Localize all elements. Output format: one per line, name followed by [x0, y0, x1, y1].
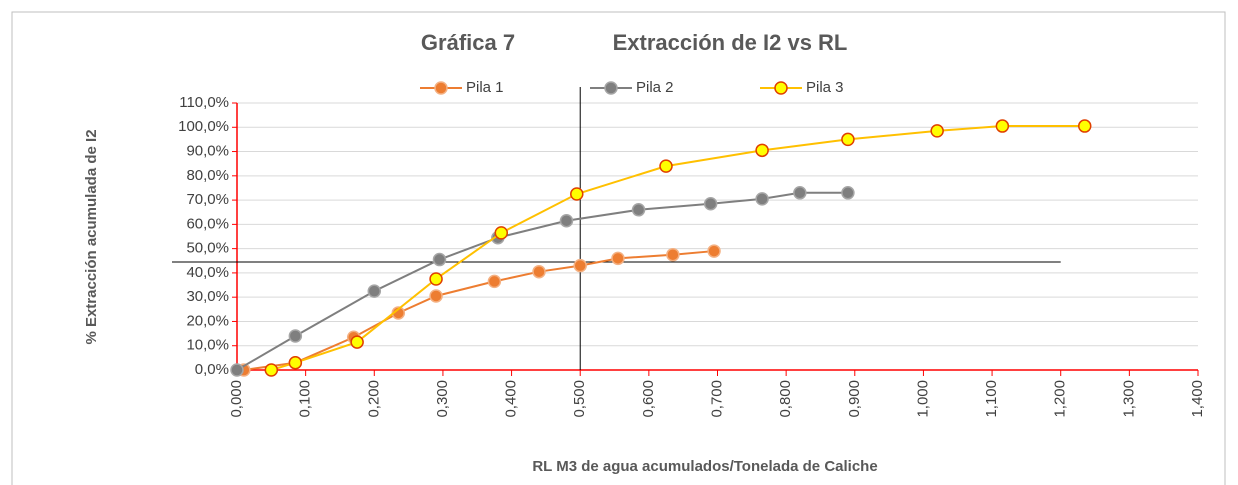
x-tick-label: 0,300 — [434, 380, 451, 418]
data-point — [288, 329, 303, 343]
data-point — [841, 186, 855, 200]
x-tick-label: 1,100 — [983, 380, 1000, 418]
data-point — [429, 289, 443, 303]
x-tick-label: 0,200 — [365, 380, 382, 418]
x-axis-title: RL M3 de agua acumulados/Tonelada de Cal… — [532, 458, 877, 475]
data-point — [494, 226, 509, 240]
y-tick-label: 20,0% — [186, 312, 229, 329]
x-tick-label: 0,900 — [846, 380, 863, 418]
data-point — [666, 247, 680, 262]
x-tick-label: 0,100 — [297, 380, 314, 418]
data-point — [559, 213, 574, 228]
y-tick-label: 110,0% — [179, 94, 229, 111]
legend-marker — [774, 81, 788, 95]
x-tick-label: 1,200 — [1052, 380, 1069, 418]
data-point — [532, 264, 546, 279]
x-tick-label: 0,400 — [503, 380, 520, 418]
y-tick-label: 50,0% — [186, 240, 229, 257]
chart-number: Gráfica 7 — [421, 30, 515, 55]
data-point — [755, 143, 769, 158]
y-tick-label: 90,0% — [186, 143, 229, 160]
data-point — [930, 124, 944, 138]
legend-marker — [604, 81, 618, 95]
x-tick-label: 1,400 — [1189, 380, 1206, 418]
data-point — [1077, 119, 1092, 133]
data-point — [707, 244, 721, 258]
data-point — [659, 159, 673, 173]
data-point — [573, 258, 587, 273]
y-axis-title: % Extracción acumulada de I2 — [83, 129, 100, 344]
legend-label: Pila 1 — [466, 79, 504, 96]
data-point — [432, 252, 447, 267]
data-point — [703, 196, 718, 211]
data-point — [570, 187, 584, 201]
data-point — [793, 186, 807, 200]
x-tick-label: 0,700 — [708, 380, 725, 418]
series-line — [271, 125, 1085, 371]
x-tick-label: 0,500 — [571, 380, 588, 418]
data-point — [487, 274, 502, 289]
chart-title: Extracción de I2 vs RL — [613, 30, 848, 55]
data-point — [264, 363, 279, 377]
data-point — [631, 203, 646, 217]
x-tick-label: 0,800 — [777, 380, 794, 418]
data-point — [230, 363, 244, 377]
x-tick-label: 1,000 — [914, 380, 931, 418]
data-point — [288, 355, 303, 370]
y-tick-label: 30,0% — [186, 288, 229, 305]
y-tick-label: 100,0% — [178, 118, 229, 135]
y-tick-label: 80,0% — [186, 167, 229, 184]
data-point — [429, 272, 443, 286]
legend-label: Pila 3 — [806, 79, 844, 96]
y-tick-label: 60,0% — [186, 215, 229, 232]
legend-marker — [434, 81, 448, 95]
data-point — [755, 192, 769, 206]
y-tick-label: 0,0% — [195, 361, 229, 378]
legend-label: Pila 2 — [636, 79, 674, 96]
data-point — [367, 284, 382, 298]
data-point — [611, 251, 625, 266]
data-point — [995, 119, 1010, 133]
x-tick-label: 1,300 — [1120, 380, 1137, 418]
x-tick-label: 0,600 — [640, 380, 657, 418]
x-tick-label: 0,000 — [228, 380, 245, 418]
data-point — [350, 335, 364, 349]
y-tick-label: 40,0% — [186, 264, 229, 281]
data-point — [841, 132, 855, 147]
y-tick-label: 10,0% — [186, 337, 229, 354]
y-tick-label: 70,0% — [186, 191, 229, 208]
